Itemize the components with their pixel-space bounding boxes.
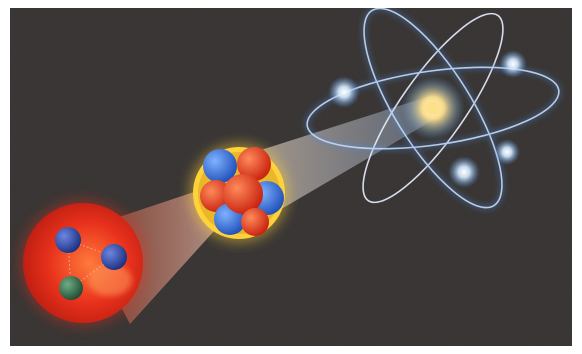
electron: [494, 139, 520, 165]
illustration-canvas: [10, 8, 572, 346]
nucleus-magnified: [189, 143, 289, 243]
up-quark: [55, 227, 81, 253]
nucleon-magnified: [19, 199, 147, 327]
electron: [328, 76, 360, 108]
proton: [223, 174, 263, 214]
proton: [241, 208, 269, 236]
electron: [499, 50, 527, 78]
atom-nucleus-core: [426, 101, 440, 115]
neutron: [203, 149, 237, 183]
down-quark: [59, 276, 83, 300]
nucleon-highlight: [88, 264, 132, 296]
atom: [304, 8, 562, 211]
electron: [448, 156, 480, 188]
atom-structure-illustration: [10, 8, 572, 346]
orbit-glow: [304, 8, 562, 211]
electrons: [328, 50, 527, 188]
up-quark: [101, 244, 127, 270]
proton: [237, 147, 271, 181]
